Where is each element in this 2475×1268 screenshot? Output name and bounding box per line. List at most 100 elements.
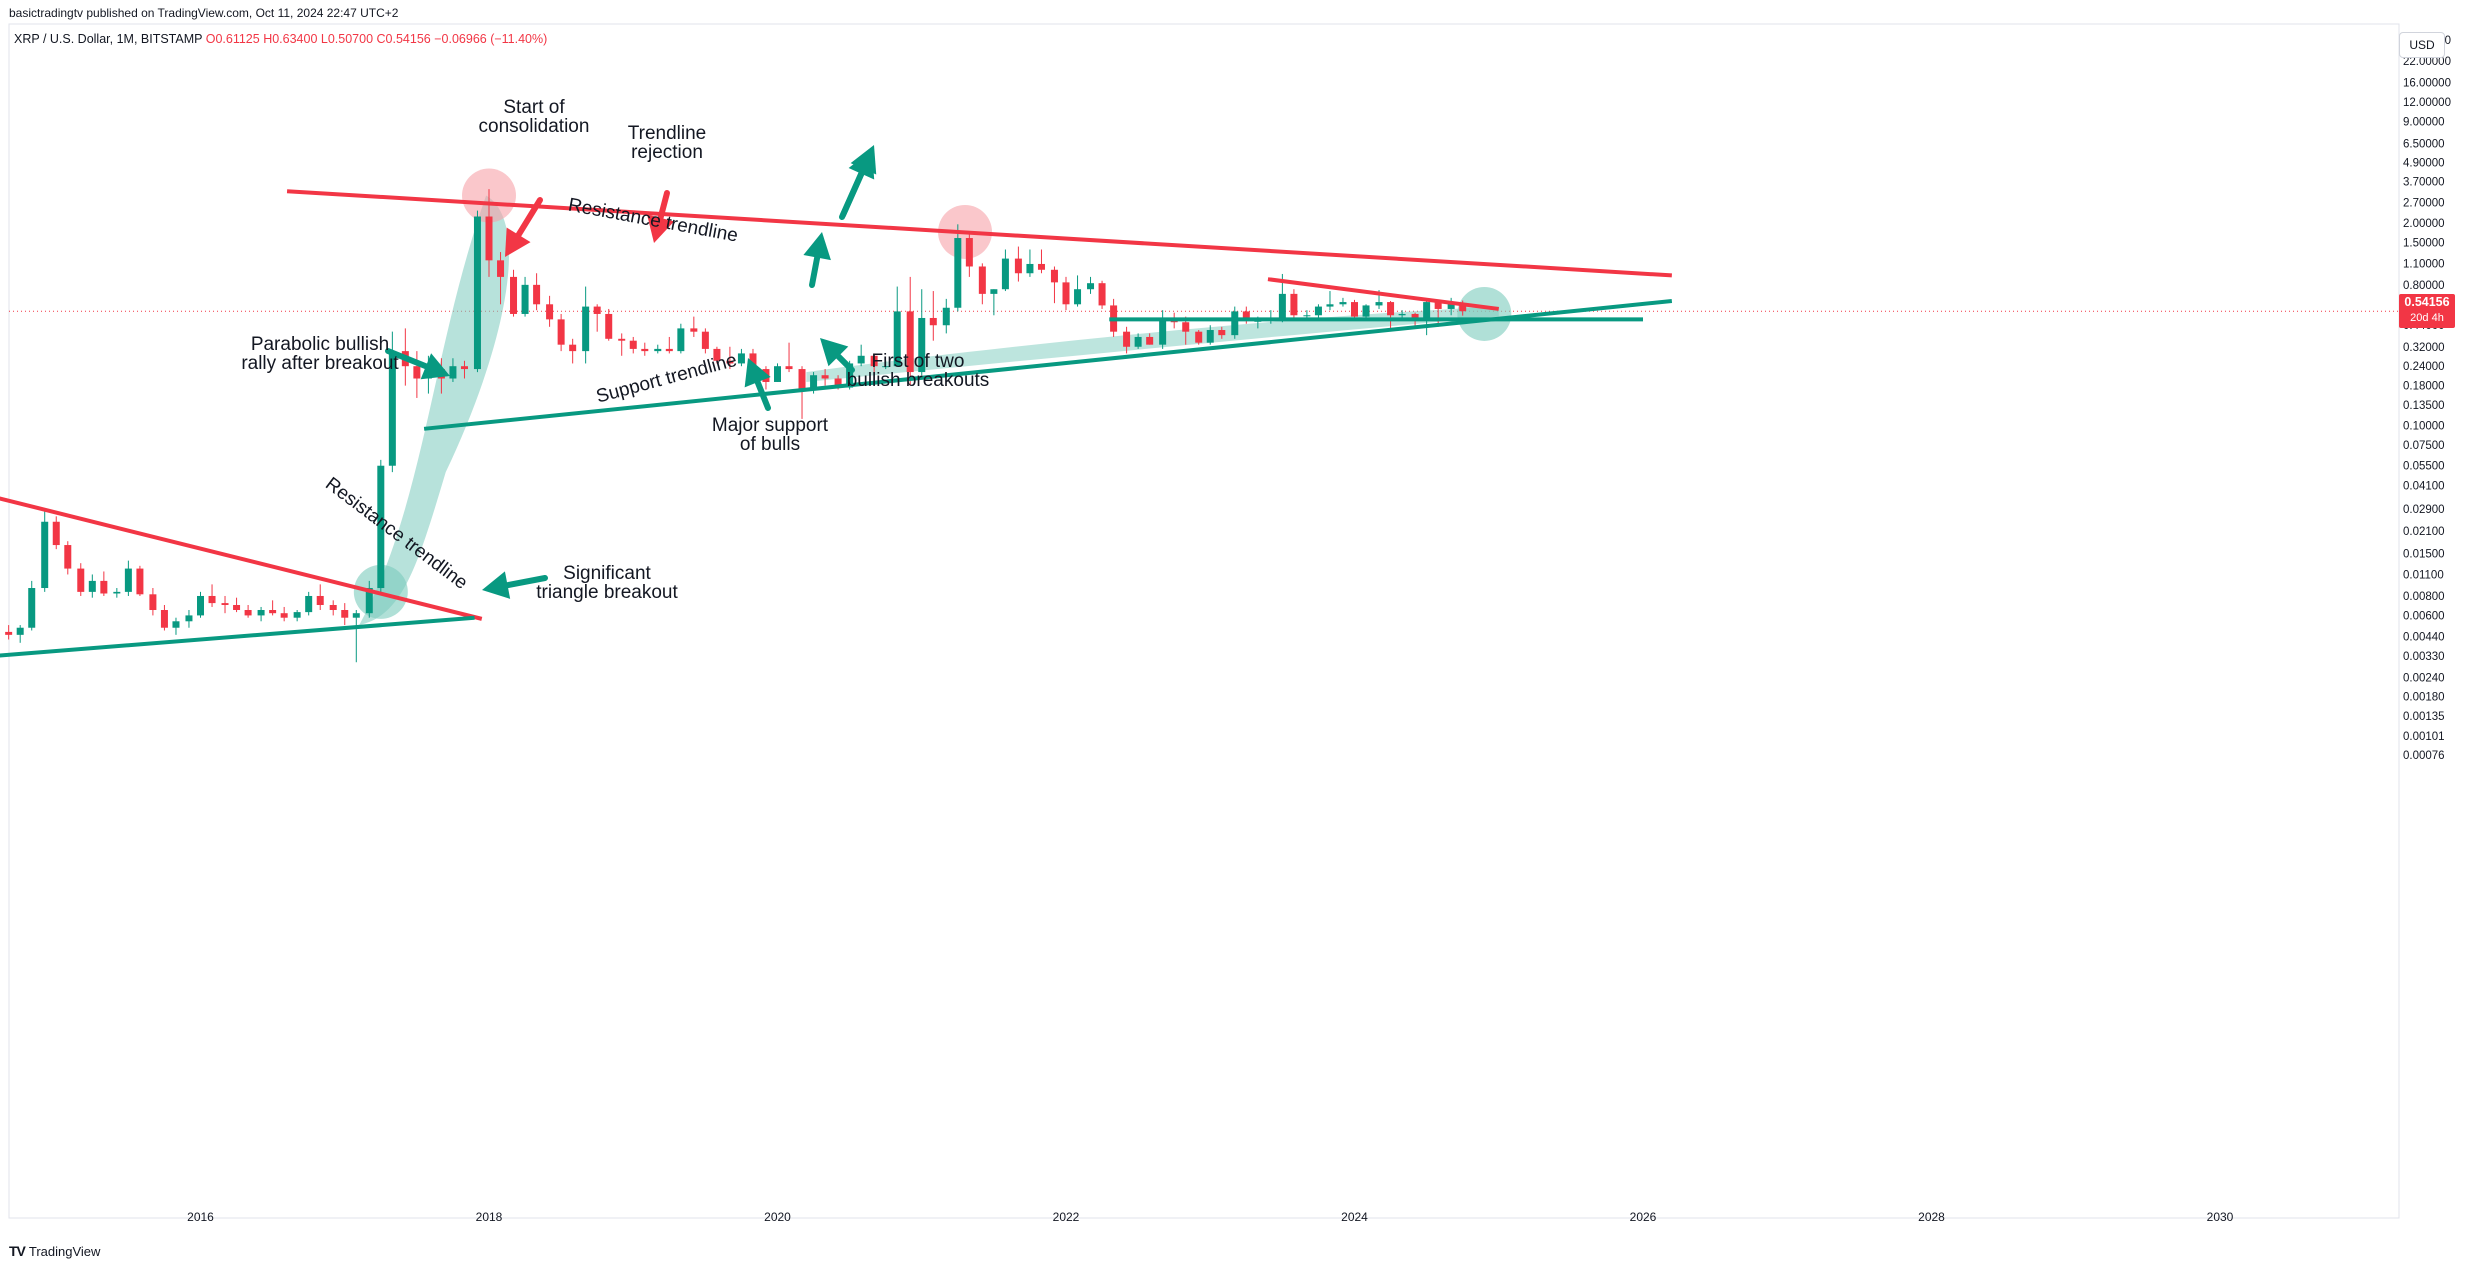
candle bbox=[774, 363, 781, 382]
label-line: Trendline bbox=[628, 123, 707, 144]
candle-body bbox=[485, 216, 493, 261]
label-first-breakout: First of two bullish breakouts bbox=[847, 351, 990, 391]
candle bbox=[870, 353, 878, 376]
candle bbox=[208, 584, 216, 607]
chart-pane bbox=[8, 23, 2400, 1219]
time-tick-label: 2016 bbox=[187, 1210, 214, 1224]
price-tick-label: 4.90000 bbox=[2403, 157, 2445, 169]
candle-body bbox=[149, 594, 157, 611]
ohlc-high: H0.63400 bbox=[263, 32, 318, 46]
time-axis[interactable]: 2014201620182020202220242026202820302032… bbox=[0, 1210, 2475, 1224]
label-line: bullish breakouts bbox=[847, 370, 990, 391]
candle bbox=[929, 291, 937, 341]
arrow-first-breakout bbox=[820, 338, 855, 373]
tradingview-logo-icon: TV bbox=[9, 1243, 26, 1259]
candle-body bbox=[52, 521, 60, 546]
candle-body bbox=[305, 595, 313, 613]
currency-button[interactable]: USD bbox=[2399, 32, 2445, 58]
last-price-label: 0.54156 20d 4h bbox=[2399, 294, 2455, 329]
arrow-shaft bbox=[840, 170, 865, 218]
candle bbox=[569, 338, 577, 364]
candle bbox=[352, 610, 360, 663]
arrow-head bbox=[646, 214, 675, 243]
candle bbox=[618, 333, 626, 356]
candlestick-series bbox=[5, 189, 1467, 663]
candle bbox=[1050, 266, 1058, 304]
candle-body bbox=[257, 610, 265, 616]
price-tick-label: 0.80000 bbox=[2403, 280, 2445, 292]
label-start-of-consolidation: Start of consolidation bbox=[479, 97, 590, 137]
label-line: Start of bbox=[503, 97, 565, 118]
candle-body bbox=[41, 521, 49, 589]
candle bbox=[77, 563, 85, 596]
candle-body bbox=[316, 595, 324, 605]
candle bbox=[665, 336, 673, 354]
candle bbox=[1218, 326, 1226, 339]
candle-body bbox=[942, 307, 950, 326]
candle-body bbox=[798, 369, 806, 390]
candle bbox=[1074, 275, 1082, 307]
candle-body bbox=[870, 355, 878, 367]
candle-body bbox=[341, 610, 349, 618]
candle bbox=[1195, 330, 1203, 345]
ohlc-low: L0.50700 bbox=[320, 32, 374, 46]
price-tick-label: 1.50000 bbox=[2403, 237, 2445, 249]
time-tick-label: 2026 bbox=[1630, 1210, 1657, 1224]
candle bbox=[1206, 325, 1214, 345]
candle bbox=[821, 369, 829, 386]
candle-body bbox=[124, 568, 132, 592]
time-tick-label: 2024 bbox=[1341, 1210, 1368, 1224]
candle bbox=[1026, 249, 1034, 277]
price-tick-label: 0.00800 bbox=[2403, 591, 2445, 603]
candle bbox=[197, 591, 204, 618]
candle bbox=[1351, 299, 1358, 318]
parabolic-rally-highlight bbox=[359, 195, 510, 626]
candle-body bbox=[654, 348, 662, 352]
candle-body bbox=[377, 465, 385, 589]
candle bbox=[233, 597, 241, 613]
candle bbox=[1001, 249, 1009, 292]
candle-body bbox=[582, 306, 590, 352]
time-tick-label: 2020 bbox=[764, 1210, 791, 1224]
price-tick-label: 0.00600 bbox=[2403, 610, 2445, 622]
candle bbox=[1387, 300, 1395, 329]
candle-body bbox=[893, 311, 901, 367]
candle bbox=[701, 328, 709, 354]
candle bbox=[521, 276, 529, 317]
candle bbox=[654, 344, 662, 354]
label-line: Parabolic bullish bbox=[251, 334, 389, 355]
price-tick-label: 3.70000 bbox=[2403, 176, 2445, 188]
candle-body bbox=[1206, 330, 1214, 343]
candle-body bbox=[737, 353, 745, 364]
candle bbox=[1123, 326, 1131, 354]
candle bbox=[293, 610, 301, 622]
label-triangle-breakout: Significant triangle breakout bbox=[536, 563, 678, 603]
candle-body bbox=[77, 568, 85, 592]
candle-body bbox=[1278, 293, 1286, 318]
candle-body bbox=[1434, 302, 1442, 309]
candle-body bbox=[557, 319, 565, 345]
candle bbox=[64, 541, 72, 575]
candle bbox=[28, 580, 36, 631]
candle-body bbox=[1146, 336, 1154, 345]
candle bbox=[341, 603, 349, 626]
footer-brand[interactable]: TV TradingView bbox=[9, 1243, 100, 1259]
arrow-shaft bbox=[809, 254, 821, 288]
price-tick-label: 0.32000 bbox=[2403, 342, 2445, 354]
price-tick-label: 0.00135 bbox=[2403, 711, 2445, 723]
candle bbox=[882, 360, 890, 370]
price-axis[interactable]: 30.0000022.0000016.0000012.000009.000006… bbox=[2403, 35, 2451, 762]
trendline-support-2013-2017 bbox=[0, 615, 475, 658]
arrow-parabolic-rally bbox=[385, 348, 450, 380]
candle bbox=[1159, 310, 1167, 349]
symbol-legend[interactable]: XRP / U.S. Dollar, 1M, BITSTAMP O0.61125… bbox=[14, 32, 547, 46]
candle-body bbox=[473, 216, 481, 370]
candle bbox=[510, 269, 518, 317]
candle bbox=[1087, 276, 1095, 294]
candle-body bbox=[460, 366, 468, 370]
trendline-support-2018-2024 bbox=[423, 299, 1673, 431]
arrow-shaft bbox=[754, 379, 771, 411]
candle-body bbox=[1123, 331, 1131, 347]
price-tick-label: 0.04100 bbox=[2403, 481, 2445, 493]
